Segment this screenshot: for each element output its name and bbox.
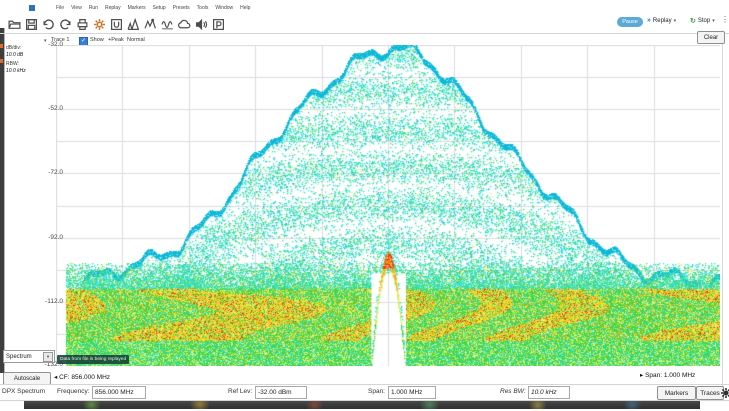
preset-p-icon[interactable]: [211, 17, 226, 32]
chevron-down-icon[interactable]: ▾: [712, 18, 715, 24]
frequency-label: Frequency:: [57, 388, 90, 395]
show-label: Show: [90, 37, 104, 43]
span-label: Span:: [368, 388, 385, 395]
db-div-value[interactable]: 10.0 dB: [6, 52, 50, 59]
dpx-bitmap-canvas[interactable]: [56, 45, 720, 366]
settings-gear-icon[interactable]: [92, 17, 107, 32]
chevron-down-icon[interactable]: ▾: [674, 18, 677, 24]
span-marker-icon: ▸: [640, 372, 643, 379]
stop-control[interactable]: ↻ Stop ▾: [690, 17, 715, 25]
kebab-menu-icon[interactable]: ⋮: [721, 15, 729, 24]
cloud-icon[interactable]: [177, 17, 192, 32]
print-icon[interactable]: [75, 17, 90, 32]
cf-value[interactable]: CF: 856.000 MHz: [59, 374, 110, 381]
menu-window[interactable]: Window: [215, 5, 233, 11]
statusbar-separator: [0, 384, 729, 385]
rbw-label: RBW:: [6, 61, 50, 68]
app-icon: [29, 5, 35, 11]
photo-bottom-edge: [24, 401, 700, 409]
cf-marker-icon: ◂: [54, 374, 57, 381]
menu-tools[interactable]: Tools: [197, 5, 209, 11]
span-field[interactable]: 1.000 MHz: [388, 386, 436, 399]
y-axis-tick-label: -32.0: [23, 41, 63, 48]
replay-status-overlay: Data from file is being replayed: [57, 355, 129, 364]
y-axis-tick-label: -92.0: [23, 234, 63, 241]
marker-arrow-icon: [0, 44, 3, 48]
function-label[interactable]: Normal: [127, 37, 145, 43]
measurement-mode-label: DPX Spectrum: [2, 388, 45, 395]
audio-icon[interactable]: [194, 17, 209, 32]
stop-label: Stop: [698, 18, 710, 24]
pause-button[interactable]: Pause: [617, 17, 643, 27]
markers-button[interactable]: Markers: [657, 386, 696, 400]
res-bw-field[interactable]: 10.0 kHz: [528, 386, 570, 399]
window-right-edge: [722, 30, 723, 398]
menu-run[interactable]: Run: [89, 5, 98, 11]
rbw-value[interactable]: 10.0 kHz: [6, 68, 50, 75]
settings-gear-icon[interactable]: [718, 385, 729, 400]
vertical-settings-readout: dB/div: 10.0 dB RBW: 10.0 kHz: [6, 45, 50, 75]
y-axis-tick-label: -72.0: [23, 169, 63, 176]
peak-markers-icon[interactable]: [143, 17, 158, 32]
res-bw-label: Res BW:: [500, 388, 526, 395]
signalvu-dpx-window: File View Run Replay Markers Setup Prese…: [0, 0, 729, 411]
display-selector[interactable]: Spectrum ▾: [3, 350, 55, 363]
main-toolbar: [7, 17, 226, 32]
display-selector-value: Spectrum: [6, 354, 32, 360]
menu-presets[interactable]: Presets: [173, 5, 190, 11]
frequency-field[interactable]: 856.000 MHz: [92, 386, 146, 399]
menu-help[interactable]: Help: [240, 5, 250, 11]
replay-icon: »: [647, 17, 651, 24]
save-icon[interactable]: [24, 17, 39, 32]
menu-bar: File View Run Replay Markers Setup Prese…: [56, 5, 250, 11]
detection-label[interactable]: +Peak: [108, 37, 124, 43]
menu-replay[interactable]: Replay: [105, 5, 121, 11]
replay-label: Replay: [653, 18, 672, 24]
span-value[interactable]: Span: 1.000 MHz: [645, 372, 695, 379]
undo-icon[interactable]: [41, 17, 56, 32]
chevron-down-icon[interactable]: ▾: [43, 352, 53, 362]
clear-button[interactable]: Clear: [697, 31, 725, 44]
ref-level-field[interactable]: -32.00 dBm: [255, 386, 307, 399]
redo-icon[interactable]: [58, 17, 73, 32]
toolbar-separator: [0, 33, 729, 34]
menu-markers[interactable]: Markers: [128, 5, 146, 11]
open-icon[interactable]: [7, 17, 22, 32]
boxed-u-icon[interactable]: [109, 17, 124, 32]
ref-level-label: Ref Lev:: [228, 388, 252, 395]
replay-control[interactable]: » Replay ▾: [647, 17, 676, 24]
span-handle[interactable]: ▸ Span: 1.000 MHz: [640, 371, 695, 379]
window-left-edge-highlight: [4, 28, 5, 373]
spectrum-peaks-icon[interactable]: [126, 17, 141, 32]
y-axis-tick-label: -52.0: [23, 105, 63, 112]
menu-setup[interactable]: Setup: [153, 5, 166, 11]
y-axis-tick-label: -112.0: [23, 298, 63, 305]
waveform-icon[interactable]: [160, 17, 175, 32]
stop-run-icon: ↻: [690, 17, 696, 25]
menu-view[interactable]: View: [71, 5, 82, 11]
menu-file[interactable]: File: [56, 5, 64, 11]
marker-arrow-icon: [0, 59, 3, 63]
cf-handle[interactable]: ◂ CF: 856.000 MHz: [54, 373, 110, 381]
